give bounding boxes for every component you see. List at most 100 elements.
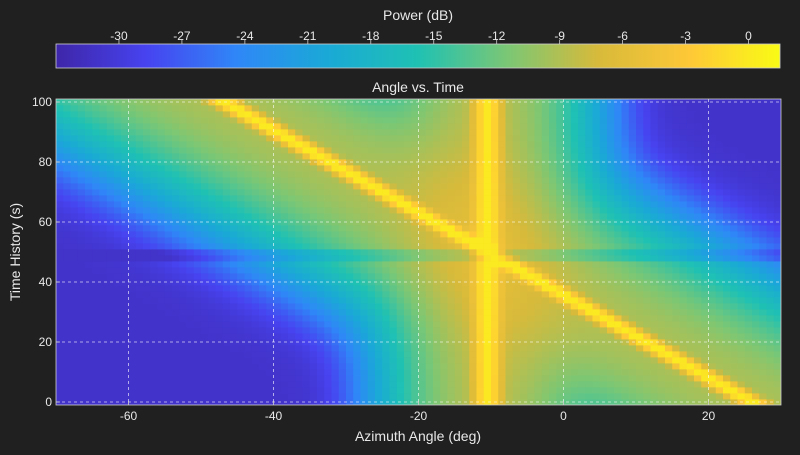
heatmap-cell <box>426 189 434 195</box>
heatmap-cell <box>643 213 651 219</box>
heatmap-cell <box>593 267 601 273</box>
heatmap-cell <box>201 189 209 195</box>
heatmap-cell <box>368 207 376 213</box>
heatmap-cell <box>752 171 760 177</box>
heatmap-cell <box>303 345 311 351</box>
heatmap-cell <box>332 129 340 135</box>
heatmap-cell <box>281 189 289 195</box>
heatmap-cell <box>114 333 122 339</box>
heatmap-cell <box>194 177 202 183</box>
heatmap-cell <box>114 195 122 201</box>
heatmap-cell <box>404 165 412 171</box>
heatmap-cell <box>208 363 216 369</box>
heatmap-cell <box>172 273 180 279</box>
heatmap-cell <box>411 129 419 135</box>
heatmap-cell <box>143 213 151 219</box>
heatmap-cell <box>701 177 709 183</box>
heatmap-cell <box>339 267 347 273</box>
heatmap-cell <box>172 327 180 333</box>
heatmap-cell <box>136 261 144 267</box>
heatmap-cell <box>201 291 209 297</box>
heatmap-cell <box>295 171 303 177</box>
heatmap-cell <box>694 255 702 261</box>
heatmap-cell <box>129 207 137 213</box>
heatmap-cell <box>672 171 680 177</box>
heatmap-cell <box>411 153 419 159</box>
heatmap-cell <box>527 303 535 309</box>
heatmap-cell <box>484 363 492 369</box>
heatmap-cell <box>694 201 702 207</box>
heatmap-cell <box>701 231 709 237</box>
heatmap-cell <box>129 297 137 303</box>
heatmap-cell <box>694 171 702 177</box>
heatmap-cell <box>527 177 535 183</box>
heatmap-cell <box>636 267 644 273</box>
heatmap-cell <box>535 369 543 375</box>
heatmap-cell <box>368 381 376 387</box>
heatmap-cell <box>745 261 753 267</box>
heatmap-cell <box>426 171 434 177</box>
heatmap-cell <box>687 321 695 327</box>
heatmap-cell <box>404 357 412 363</box>
heatmap-cell <box>419 291 427 297</box>
heatmap-cell <box>426 387 434 393</box>
heatmap-cell <box>658 195 666 201</box>
heatmap-cell <box>353 183 361 189</box>
heatmap-cell <box>179 165 187 171</box>
heatmap-cell <box>107 153 115 159</box>
heatmap-cell <box>730 129 738 135</box>
heatmap-cell <box>382 333 390 339</box>
heatmap-cell <box>71 195 79 201</box>
heatmap-cell <box>252 177 260 183</box>
heatmap-cell <box>332 273 340 279</box>
heatmap-cell <box>143 297 151 303</box>
heatmap-cell <box>614 189 622 195</box>
heatmap-cell <box>484 345 492 351</box>
heatmap-cell <box>535 267 543 273</box>
heatmap-cell <box>709 153 717 159</box>
heatmap-cell <box>150 357 158 363</box>
heatmap-cell <box>419 333 427 339</box>
heatmap-cell <box>774 141 782 147</box>
heatmap-cell <box>469 357 477 363</box>
heatmap-cell <box>593 243 601 249</box>
heatmap-cell <box>411 291 419 297</box>
heatmap-cell <box>433 183 441 189</box>
heatmap-cell <box>752 315 760 321</box>
heatmap-cell <box>622 117 630 123</box>
heatmap-cell <box>513 273 521 279</box>
heatmap-cell <box>266 249 274 255</box>
heatmap-cell <box>150 315 158 321</box>
heatmap-cell <box>426 333 434 339</box>
heatmap-cell <box>549 261 557 267</box>
heatmap-cell <box>687 387 695 393</box>
heatmap-cell <box>440 375 448 381</box>
heatmap-cell <box>426 105 434 111</box>
heatmap-cell <box>324 243 332 249</box>
heatmap-cell <box>535 333 543 339</box>
heatmap-cell <box>745 243 753 249</box>
heatmap-cell <box>346 345 354 351</box>
heatmap-cell <box>716 369 724 375</box>
heatmap-cell <box>201 303 209 309</box>
heatmap-cell <box>172 243 180 249</box>
heatmap-cell <box>426 225 434 231</box>
heatmap-cell <box>194 273 202 279</box>
heatmap-cell <box>752 213 760 219</box>
heatmap-cell <box>237 363 245 369</box>
heatmap-cell <box>187 123 195 129</box>
heatmap-cell <box>709 297 717 303</box>
heatmap-cell <box>353 303 361 309</box>
heatmap-cell <box>259 261 267 267</box>
heatmap-cell <box>136 147 144 153</box>
heatmap-cell <box>136 309 144 315</box>
heatmap-cell <box>150 171 158 177</box>
heatmap-cell <box>636 381 644 387</box>
heatmap-cell <box>252 123 260 129</box>
heatmap-cell <box>397 369 405 375</box>
heatmap-cell <box>622 195 630 201</box>
heatmap-cell <box>390 255 398 261</box>
heatmap-cell <box>150 345 158 351</box>
heatmap-cell <box>382 207 390 213</box>
heatmap-cell <box>136 135 144 141</box>
